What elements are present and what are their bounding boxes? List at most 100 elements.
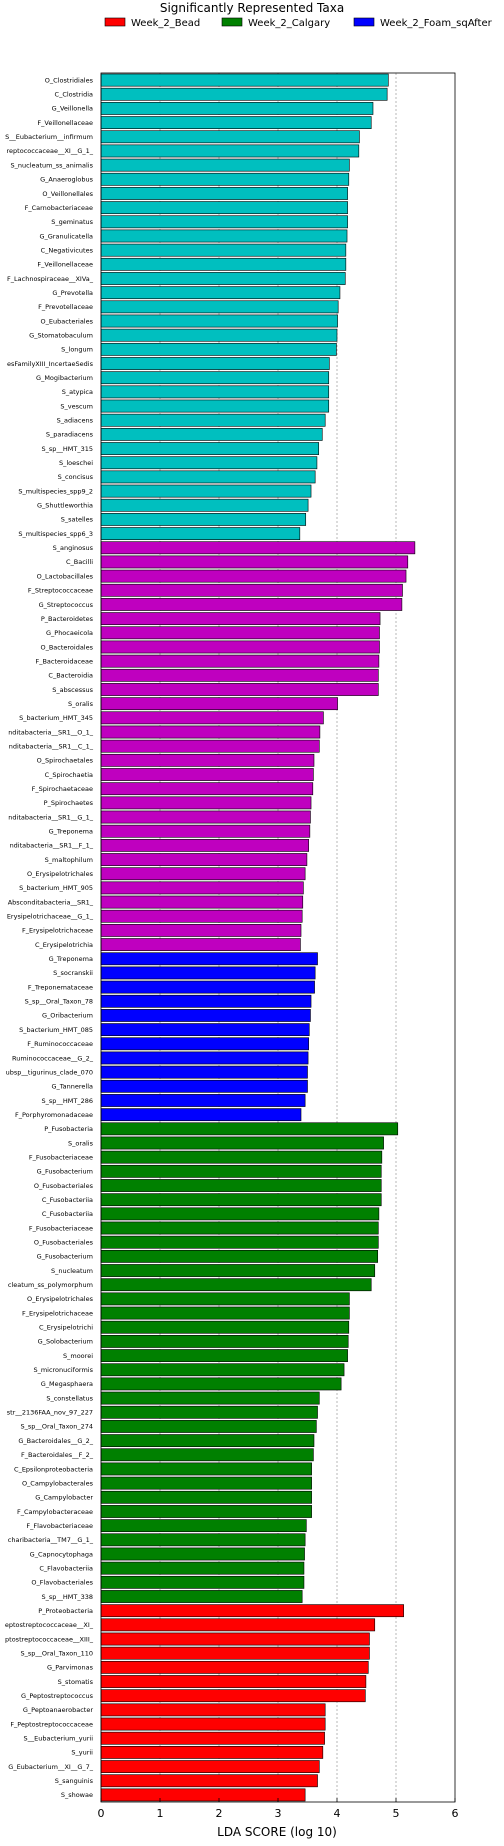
legend-label-bead: Week_2_Bead	[131, 18, 200, 29]
category-label: O_Veillonellales	[42, 190, 93, 198]
bar	[100, 1009, 311, 1022]
bar	[100, 484, 312, 498]
bar	[100, 1420, 317, 1433]
bar	[100, 1193, 382, 1207]
bar	[100, 1320, 350, 1334]
bar	[100, 385, 330, 399]
category-label: C_Erysipelotrichia	[35, 941, 93, 949]
category-label: S_geminatus	[51, 218, 93, 226]
bar	[100, 994, 312, 1008]
bar	[100, 102, 374, 115]
bar	[100, 782, 314, 796]
bar	[100, 966, 316, 980]
category-label: C_Clostridia	[55, 91, 93, 99]
bar	[100, 1391, 320, 1405]
bar	[100, 1462, 312, 1476]
category-label: P_Fusobacteria	[44, 1125, 93, 1133]
bar	[100, 158, 350, 172]
bar	[100, 867, 306, 881]
bar	[100, 1065, 308, 1079]
bar	[100, 697, 338, 711]
category-label: G_Prevotella	[52, 289, 93, 297]
bar	[100, 130, 360, 144]
category-label: S_constellatus	[46, 1394, 93, 1402]
bar	[100, 1618, 376, 1632]
bar	[100, 980, 315, 994]
chart-title: Significantly Represented Taxa	[160, 1, 344, 15]
category-label: F_Bacteroidales__F_2_	[21, 1451, 94, 1459]
bar	[100, 909, 303, 923]
category-label: S_nucleatum_ss_animalis	[11, 161, 94, 169]
x-tick-label: 5	[393, 1807, 400, 1820]
bar	[100, 1788, 306, 1802]
bar	[100, 1660, 369, 1674]
category-label: G_Parvimonas	[47, 1664, 94, 1672]
bar	[100, 895, 304, 909]
category-label: C_Erysipelotrichi	[39, 1324, 93, 1332]
bar	[100, 668, 379, 682]
bar	[100, 555, 409, 569]
category-label: S_anginosus	[53, 544, 94, 552]
bar	[100, 1703, 326, 1717]
bar	[100, 1434, 315, 1448]
bar	[100, 1207, 380, 1221]
category-label: S_oralis	[68, 1139, 94, 1147]
category-label: F_Spirochaetaceae	[32, 785, 93, 793]
category-label: S_yurii	[71, 1749, 93, 1757]
category-label: ptostreptococcaceae__XIII_	[5, 1635, 94, 1643]
x-tick-label: 1	[157, 1807, 164, 1820]
bar	[100, 612, 381, 626]
bar	[100, 371, 330, 385]
legend-swatch-foam	[353, 17, 375, 27]
bar	[100, 1108, 302, 1122]
category-label: F_Carnobacteriaceae	[25, 204, 93, 212]
category-label: nditabacteria__SR1__G_1_	[8, 813, 93, 821]
x-tick-label: 4	[334, 1807, 341, 1820]
legend: Week_2_Bead Week_2_Calgary Week_2_Foam_s…	[104, 17, 493, 29]
category-label: C_Fusobacteriia	[42, 1196, 93, 1204]
category-label: O_Lactobacillales	[37, 572, 94, 580]
bar	[100, 683, 379, 696]
category-label: G_Megasphaera	[41, 1380, 93, 1388]
category-label: S_sp__Oral_Taxon_110	[21, 1649, 94, 1657]
bar	[100, 1023, 310, 1037]
category-label: P_Proteobacteria	[38, 1607, 93, 1615]
bar	[100, 768, 314, 781]
category-label: S_multispecies_spp6_3	[18, 530, 93, 538]
category-label: S_bacterium_HMT_085	[19, 1026, 93, 1034]
category-label: F_Ruminococcaceae	[27, 1040, 93, 1048]
category-label: C_Epsilonproteobacteria	[14, 1465, 93, 1473]
category-label: S_satelles	[61, 516, 94, 524]
category-label: S_socranskii	[53, 969, 93, 977]
x-tick-label: 3	[275, 1807, 282, 1820]
bar	[100, 626, 380, 640]
category-label: S_micronuciformis	[33, 1366, 93, 1374]
category-label: S_sp__Oral_Taxon_78	[25, 998, 93, 1006]
x-axis-label: LDA SCORE (log 10)	[217, 1825, 337, 1839]
bar	[100, 824, 311, 838]
bar	[100, 300, 339, 314]
category-label: S_adiacens	[57, 417, 94, 425]
bar	[100, 1094, 306, 1107]
category-label: C_Fusobacteriia	[42, 1210, 93, 1218]
category-label: G_Peptostreptococcus	[21, 1692, 94, 1700]
bar	[100, 739, 320, 753]
bar	[100, 357, 330, 370]
category-label: G_Stomatobaculum	[29, 331, 93, 339]
category-label: S_sp__HMT_338	[41, 1593, 93, 1601]
bar	[100, 1306, 350, 1320]
category-label: G_Peptoanaerobacter	[23, 1706, 93, 1714]
bar	[100, 328, 338, 342]
category-label: O_Eubacteriales	[41, 317, 94, 325]
category-label: G_Anaeroglobus	[40, 176, 93, 184]
category-label: F_Campylobacteraceae	[17, 1508, 93, 1516]
category-label: S_vescum	[60, 402, 93, 410]
bar	[100, 796, 312, 810]
bar	[100, 711, 324, 725]
bar	[100, 1533, 306, 1547]
category-label: F_Peptostreptococcaceae	[10, 1720, 93, 1728]
bar	[100, 753, 315, 767]
bar	[100, 257, 347, 271]
category-label: S__Eubacterium_yurii	[23, 1735, 93, 1743]
